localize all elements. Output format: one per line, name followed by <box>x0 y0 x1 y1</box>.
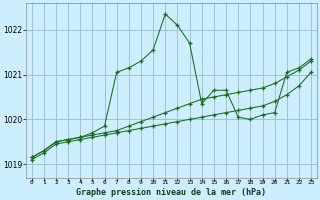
X-axis label: Graphe pression niveau de la mer (hPa): Graphe pression niveau de la mer (hPa) <box>76 188 266 197</box>
